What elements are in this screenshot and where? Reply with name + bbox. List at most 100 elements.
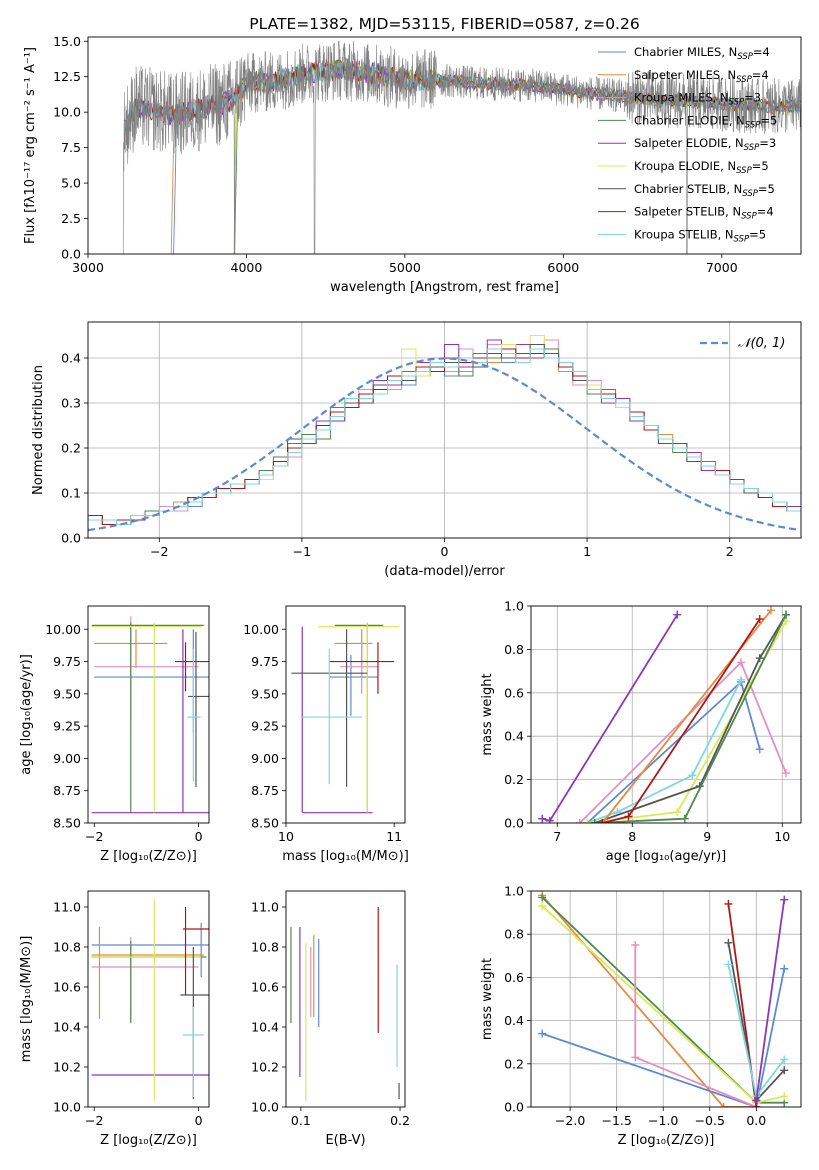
y-tick-label: 9.50 — [251, 686, 279, 701]
errorbar-kroupa-miles — [340, 642, 378, 694]
x-axis-label: Z [log₁₀(Z/Z⊙)] — [100, 849, 197, 864]
data-point — [590, 819, 599, 823]
x-tick-label: 11 — [386, 829, 402, 844]
y-tick-label: 10.4 — [53, 1020, 81, 1035]
errorbar-kroupa-elodie — [91, 899, 202, 1101]
y-tick-label: 12.5 — [53, 69, 81, 84]
legend: Chabrier MILES, NSSP=4 Salpeter MILES, NS… — [598, 45, 777, 244]
x-tick-label: −1 — [293, 544, 311, 559]
series-line — [542, 614, 679, 822]
y-tick-label: 0.0 — [61, 247, 81, 262]
errorbar-salpeter-stelib — [329, 642, 395, 694]
legend-label: Chabrier MILES, NSSP=4 — [634, 45, 770, 62]
y-tick-label: 0.2 — [504, 772, 524, 787]
y-axis-label: mass weight — [480, 958, 495, 1040]
y-tick-label: 10.8 — [53, 940, 81, 955]
data-point — [767, 606, 775, 615]
x-tick-label: 7000 — [706, 260, 738, 275]
data-point — [583, 819, 592, 823]
weight-line-kroupa-miles — [575, 658, 790, 823]
y-tick-label: 10.4 — [251, 1020, 279, 1035]
weight-line-salpeter-elodie — [752, 895, 789, 1105]
y-tick-label: 10.6 — [251, 980, 279, 995]
x-tick-label: 9 — [703, 829, 711, 844]
legend-label: 𝒩(0, 1) — [738, 336, 785, 351]
y-tick-label: 0.8 — [504, 927, 524, 942]
y-axis-label: mass weight — [480, 673, 495, 755]
y-tick-label: 1.0 — [504, 599, 524, 614]
series-line — [541, 968, 786, 1107]
data-point — [724, 899, 733, 908]
data-point — [545, 816, 554, 823]
hist-kroupa-stelib — [88, 348, 801, 538]
y-tick-label: 9.25 — [53, 719, 81, 734]
data-point — [755, 745, 764, 754]
x-tick-label: 0 — [195, 829, 203, 844]
plot-area — [531, 891, 801, 1107]
y-tick-label: 10.00 — [45, 622, 81, 637]
errorbar-kroupa-elodie — [318, 622, 400, 813]
y-tick-label: 10.0 — [53, 105, 81, 120]
data-point — [598, 819, 607, 823]
y-tick-label: 9.00 — [251, 751, 279, 766]
data-point — [780, 1092, 789, 1101]
y-tick-label: 9.00 — [53, 751, 81, 766]
y-tick-label: 9.50 — [53, 686, 81, 701]
data-point — [680, 814, 689, 823]
y-tick-label: 8.50 — [251, 816, 279, 831]
data-spectrum-line — [122, 40, 801, 254]
errorbar-salpeter-elodie — [301, 626, 373, 814]
y-tick-label: 0.6 — [504, 970, 524, 985]
data-point — [780, 1066, 789, 1075]
x-tick-label: 2 — [726, 544, 734, 559]
y-tick-label: 8.75 — [251, 783, 279, 798]
errorbar-salpeter-miles — [91, 927, 204, 1019]
y-tick-label: 9.75 — [251, 654, 279, 669]
y-axis-label: Normed distribution — [31, 365, 46, 495]
data-point — [673, 610, 682, 619]
y-tick-label: 10.0 — [53, 1100, 81, 1115]
panel-weight-vs-age: 7 8 9 10 0.0 0.2 0.4 0.6 0.8 1.0 age [log₁₀(age/yr… — [480, 599, 802, 864]
axes-frame — [285, 605, 406, 824]
axes-frame — [530, 890, 802, 1108]
x-tick-label: −2.0 — [555, 1113, 585, 1128]
errorbar-salpeter-elodie — [91, 629, 209, 814]
y-tick-label: 0.6 — [504, 685, 524, 700]
data-point — [755, 615, 764, 624]
legend-label: Chabrier ELODIE, NSSP=5 — [634, 113, 777, 130]
x-tick-label: 4000 — [231, 260, 263, 275]
x-tick-label: 8 — [628, 829, 636, 844]
y-tick-label: 10.8 — [251, 940, 279, 955]
y-tick-label: 11.0 — [53, 900, 81, 915]
data-point — [780, 1055, 789, 1064]
x-tick-label: 0 — [195, 1113, 203, 1128]
data-point — [782, 610, 790, 619]
weight-line-salpeter-elodie — [538, 610, 682, 823]
x-axis-label: (data-model)/error — [384, 564, 505, 579]
y-tick-label: 0.2 — [61, 441, 81, 456]
errorbar-kroupa-stelib — [302, 648, 362, 785]
weight-line-chabrier-elodie — [590, 610, 790, 823]
errorbar-kroupa-miles — [91, 937, 199, 1019]
y-tick-label: 10.2 — [251, 1060, 279, 1075]
series-line — [594, 614, 787, 823]
y-tick-label: 10.0 — [251, 1100, 279, 1115]
x-tick-label: −1.5 — [601, 1113, 631, 1128]
legend-label: Kroupa ELODIE, NSSP=5 — [634, 159, 769, 176]
weight-line-chabrier-stelib — [590, 610, 790, 823]
plot-area — [122, 40, 801, 254]
errorbar-chabrier-miles — [329, 655, 378, 716]
y-tick-label: 0.2 — [504, 1056, 524, 1071]
axes-frame — [285, 890, 406, 1108]
data-point — [538, 893, 547, 902]
x-tick-label: −2 — [150, 544, 168, 559]
series-line — [587, 620, 787, 823]
data-point — [782, 769, 790, 778]
errorbar-chabrier-stelib — [180, 947, 209, 1099]
axes-frame — [530, 605, 802, 824]
errorbar-chabrier-stelib — [188, 631, 209, 787]
x-axis-label: E(B-V) — [325, 1133, 365, 1148]
data-point — [724, 938, 733, 947]
errorbar-salpeter-stelib — [182, 907, 209, 995]
